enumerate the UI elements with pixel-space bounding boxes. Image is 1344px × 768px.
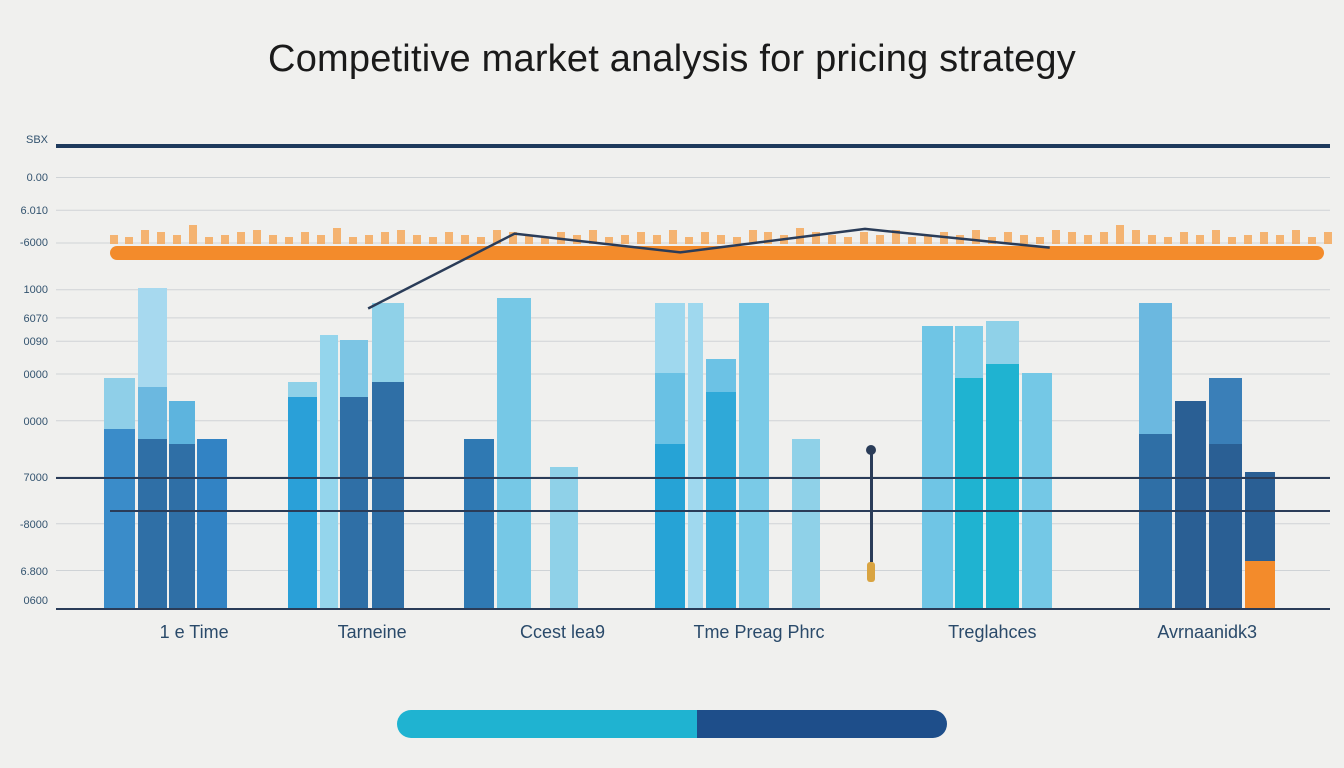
bar (792, 138, 820, 608)
y-tick-label: 0.00 (27, 172, 48, 184)
bar (197, 138, 226, 608)
bar-segment (497, 298, 531, 608)
bar-segment (372, 303, 404, 383)
y-tick-label: 0000 (24, 416, 48, 428)
bar-segment (138, 288, 167, 387)
x-tick-label: Tarneine (338, 622, 407, 643)
bar-segment (169, 401, 194, 443)
bar (1139, 138, 1172, 608)
bar-segment (655, 373, 686, 444)
bar-segment (464, 439, 495, 608)
bar (550, 138, 578, 608)
bar-segment (138, 387, 167, 439)
bar-segment (197, 439, 226, 608)
bar-segment (706, 392, 737, 608)
reference-line (56, 477, 1330, 479)
bar-segment (1245, 472, 1276, 561)
y-tick-label: 6070 (24, 313, 48, 325)
bar (288, 138, 317, 608)
bar-segment (169, 444, 194, 609)
bar-segment (986, 364, 1019, 608)
y-tick-label: 7000 (24, 472, 48, 484)
reference-line (110, 510, 1331, 512)
bar-segment (288, 382, 317, 396)
bar (169, 138, 194, 608)
bar (739, 138, 770, 608)
chart-area: SBX0.006.010-600010006070009000000000700… (10, 140, 1330, 610)
bar-segment (550, 467, 578, 608)
bar (655, 138, 686, 608)
x-tick-label: Treglahces (948, 622, 1036, 643)
bar-segment (320, 335, 338, 608)
y-tick-label: -8000 (20, 519, 48, 531)
bar (372, 138, 404, 608)
y-tick-label: -6000 (20, 237, 48, 249)
bar (138, 138, 167, 608)
bar (340, 138, 368, 608)
bar-series (56, 140, 1330, 608)
bar-segment (1139, 303, 1172, 435)
bar-segment (1209, 378, 1242, 444)
bar (1245, 138, 1276, 608)
marker-tip-icon (867, 562, 875, 582)
bar (497, 138, 531, 608)
bar (104, 138, 135, 608)
bar-segment (340, 340, 368, 396)
bar-segment (955, 326, 983, 378)
bar-segment (655, 303, 686, 374)
bar-segment (1139, 434, 1172, 608)
bar-segment (655, 444, 686, 609)
bar-segment (340, 397, 368, 609)
y-tick-label: 0600 (24, 595, 48, 607)
bar-segment (1245, 561, 1276, 608)
bar-segment (104, 429, 135, 608)
bar-segment (739, 303, 770, 609)
y-tick-label: 6.800 (20, 566, 48, 578)
bar-segment (372, 382, 404, 608)
bar (706, 138, 737, 608)
legend-bar (397, 710, 947, 738)
x-tick-label: 1 e Time (160, 622, 229, 643)
bar-segment (138, 439, 167, 608)
bar (1209, 138, 1242, 608)
bar (464, 138, 495, 608)
bar-segment (104, 378, 135, 430)
bar-segment (955, 378, 983, 608)
y-axis-labels: SBX0.006.010-600010006070009000000000700… (10, 140, 52, 610)
bar (688, 138, 703, 608)
legend-swatch (397, 710, 697, 738)
bar-segment (1209, 444, 1242, 609)
bar (1022, 138, 1053, 608)
x-tick-label: Ccest lea9 (520, 622, 605, 643)
bar-segment (1175, 401, 1207, 608)
x-tick-label: Tme Preag Phrc (693, 622, 824, 643)
bar (986, 138, 1019, 608)
bar-segment (288, 397, 317, 609)
legend-swatch (697, 710, 947, 738)
bar (320, 138, 338, 608)
bar-segment (688, 303, 703, 609)
chart-title: Competitive market analysis for pricing … (0, 0, 1344, 81)
bar-segment (1022, 373, 1053, 608)
x-tick-label: Avrnaanidk3 (1157, 622, 1257, 643)
bar (922, 138, 953, 608)
plot-area: 1 e TimeTarneineCcest lea9Tme Preag Phrc… (56, 140, 1330, 610)
bar (1175, 138, 1207, 608)
marker-stem (870, 450, 873, 562)
y-tick-label: 1000 (24, 284, 48, 296)
y-tick-label: 0090 (24, 336, 48, 348)
y-tick-label: 6.010 (20, 205, 48, 217)
y-tick-label: SBX (26, 134, 48, 146)
y-tick-label: 0000 (24, 369, 48, 381)
bar-segment (922, 326, 953, 608)
bar-segment (706, 359, 737, 392)
bar-segment (986, 321, 1019, 363)
bar (955, 138, 983, 608)
bar-segment (792, 439, 820, 608)
